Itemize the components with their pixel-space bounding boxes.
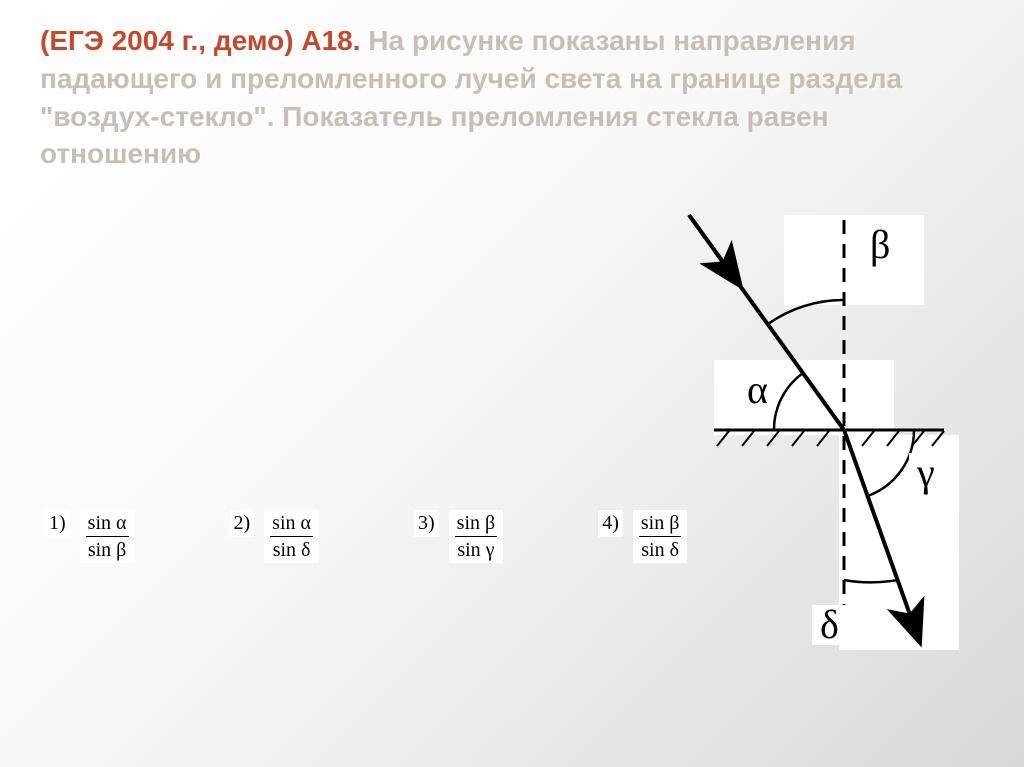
label-alpha: α (739, 370, 776, 410)
answer-num: 3) (414, 510, 439, 537)
answer-fraction: sin α sin δ (264, 510, 319, 563)
answer-options: 1) sin α sin β 2) sin α sin δ 3) sin β s… (45, 510, 687, 563)
label-gamma: γ (909, 453, 943, 493)
answer-1: 1) sin α sin β (45, 510, 135, 563)
question-text: (ЕГЭ 2004 г., демо) А18. На рисунке пока… (0, 0, 1024, 173)
label-delta: δ (812, 605, 847, 645)
answer-num: 4) (598, 510, 623, 537)
answer-fraction: sin α sin β (80, 510, 135, 563)
answer-3: 3) sin β sin γ (414, 510, 503, 563)
answer-4: 4) sin β sin δ (598, 510, 687, 563)
answer-fraction: sin β sin γ (449, 510, 504, 563)
answer-num: 1) (45, 510, 70, 537)
label-beta: β (862, 225, 898, 265)
refraction-diagram: β α γ δ (644, 210, 964, 650)
answer-2: 2) sin α sin δ (230, 510, 320, 563)
answer-num: 2) (230, 510, 255, 537)
answer-fraction: sin β sin δ (633, 510, 688, 563)
question-highlight: (ЕГЭ 2004 г., демо) А18. (40, 25, 361, 56)
